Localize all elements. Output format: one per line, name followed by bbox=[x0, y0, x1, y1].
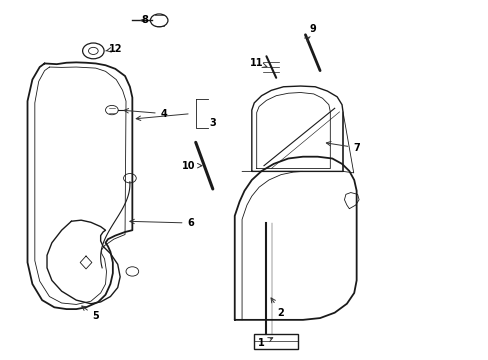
Text: 9: 9 bbox=[309, 24, 316, 35]
Text: 6: 6 bbox=[130, 218, 194, 228]
Text: 3: 3 bbox=[209, 118, 216, 128]
Text: 5: 5 bbox=[81, 306, 99, 321]
Text: 2: 2 bbox=[270, 298, 284, 318]
Text: 11: 11 bbox=[249, 58, 266, 68]
Text: 12: 12 bbox=[105, 44, 122, 54]
Text: 4: 4 bbox=[124, 108, 167, 119]
Bar bbox=[254, 334, 298, 348]
Text: 7: 7 bbox=[325, 141, 359, 153]
Text: 8: 8 bbox=[141, 15, 148, 26]
Text: 1: 1 bbox=[258, 338, 272, 348]
Text: 10: 10 bbox=[182, 161, 202, 171]
